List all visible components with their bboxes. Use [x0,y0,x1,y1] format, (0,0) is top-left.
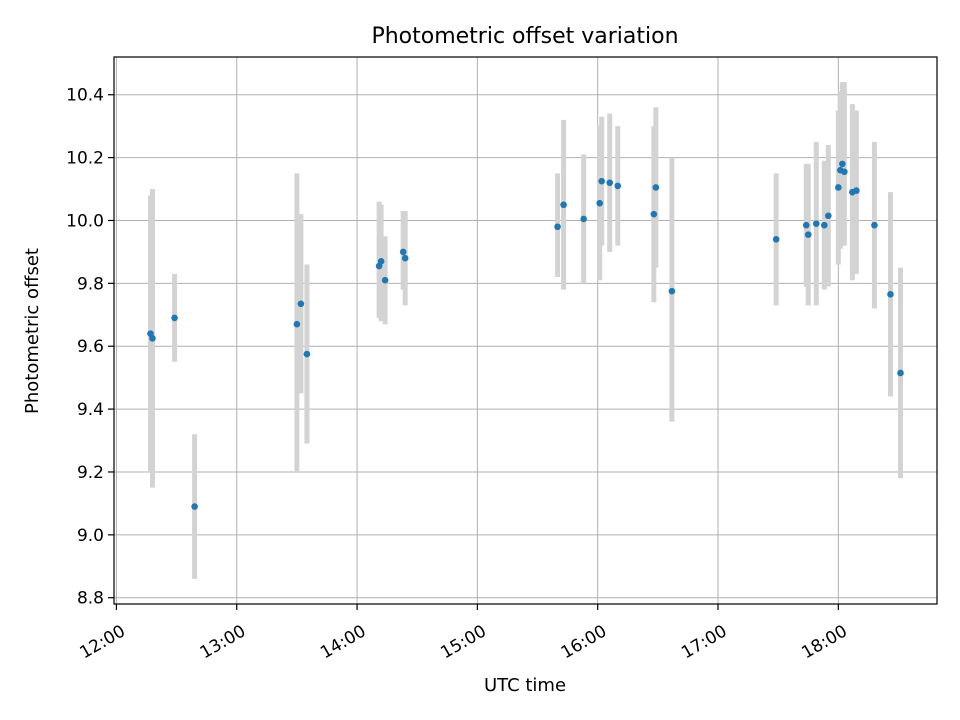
data-point [171,314,178,322]
data-point [650,210,658,218]
data-point [825,212,832,220]
data-point [377,258,385,265]
x-tick-label: 14:00 [317,621,369,663]
x-tick-label: 18:00 [798,621,850,663]
data-point [580,215,587,223]
y-tick-label: 8.8 [77,589,104,609]
data-point [871,221,878,229]
data-point [293,320,301,328]
x-axis-label: UTC time [484,675,566,696]
y-axis-ticks: 8.8 9.0 9.2 9.4 9.6 9.8 10.0 10.2 10.4 [66,86,114,609]
data-point [835,184,842,191]
data-point [652,184,660,191]
data-point [399,248,407,256]
data-point [668,287,676,295]
data-point [606,179,614,187]
data-point [401,254,409,262]
data-point [554,223,561,231]
data-point [802,221,810,229]
data-points [147,160,904,510]
plot-frame [113,56,938,605]
data-point [614,182,622,190]
data-point [820,221,828,229]
data-point [812,220,820,227]
data-point [853,187,860,194]
y-tick-label: 9.6 [77,337,104,357]
data-point [841,168,848,176]
data-point [560,201,567,209]
y-tick-label: 9.4 [77,400,104,420]
data-point [149,335,156,342]
data-point [596,199,603,207]
data-point [191,503,198,510]
x-tick-label: 17:00 [678,621,730,663]
data-point [297,300,305,308]
y-tick-label: 9.0 [77,526,104,546]
data-point [381,276,389,284]
data-point [303,350,311,358]
y-axis-label: Photometric offset [22,248,43,414]
x-tick-label: 12:00 [76,621,128,663]
data-point [897,369,904,377]
data-point [804,231,812,238]
y-tick-label: 10.4 [66,86,104,106]
x-tick-label: 16:00 [558,621,610,663]
grid [114,57,937,604]
data-point [598,177,606,185]
x-axis-ticks: 12:00 13:00 14:00 15:00 16:00 17:00 18:00 [76,604,851,663]
x-tick-label: 13:00 [197,621,249,663]
data-point [839,160,846,168]
y-tick-label: 9.8 [77,274,104,294]
y-tick-label: 9.2 [77,463,104,483]
chart-title: Photometric offset variation [371,24,678,49]
data-point [772,236,780,243]
error-bars [147,82,904,579]
y-tick-label: 10.0 [66,211,104,231]
x-tick-label: 15:00 [437,621,489,663]
y-tick-label: 10.2 [66,149,104,169]
data-point [887,291,894,298]
